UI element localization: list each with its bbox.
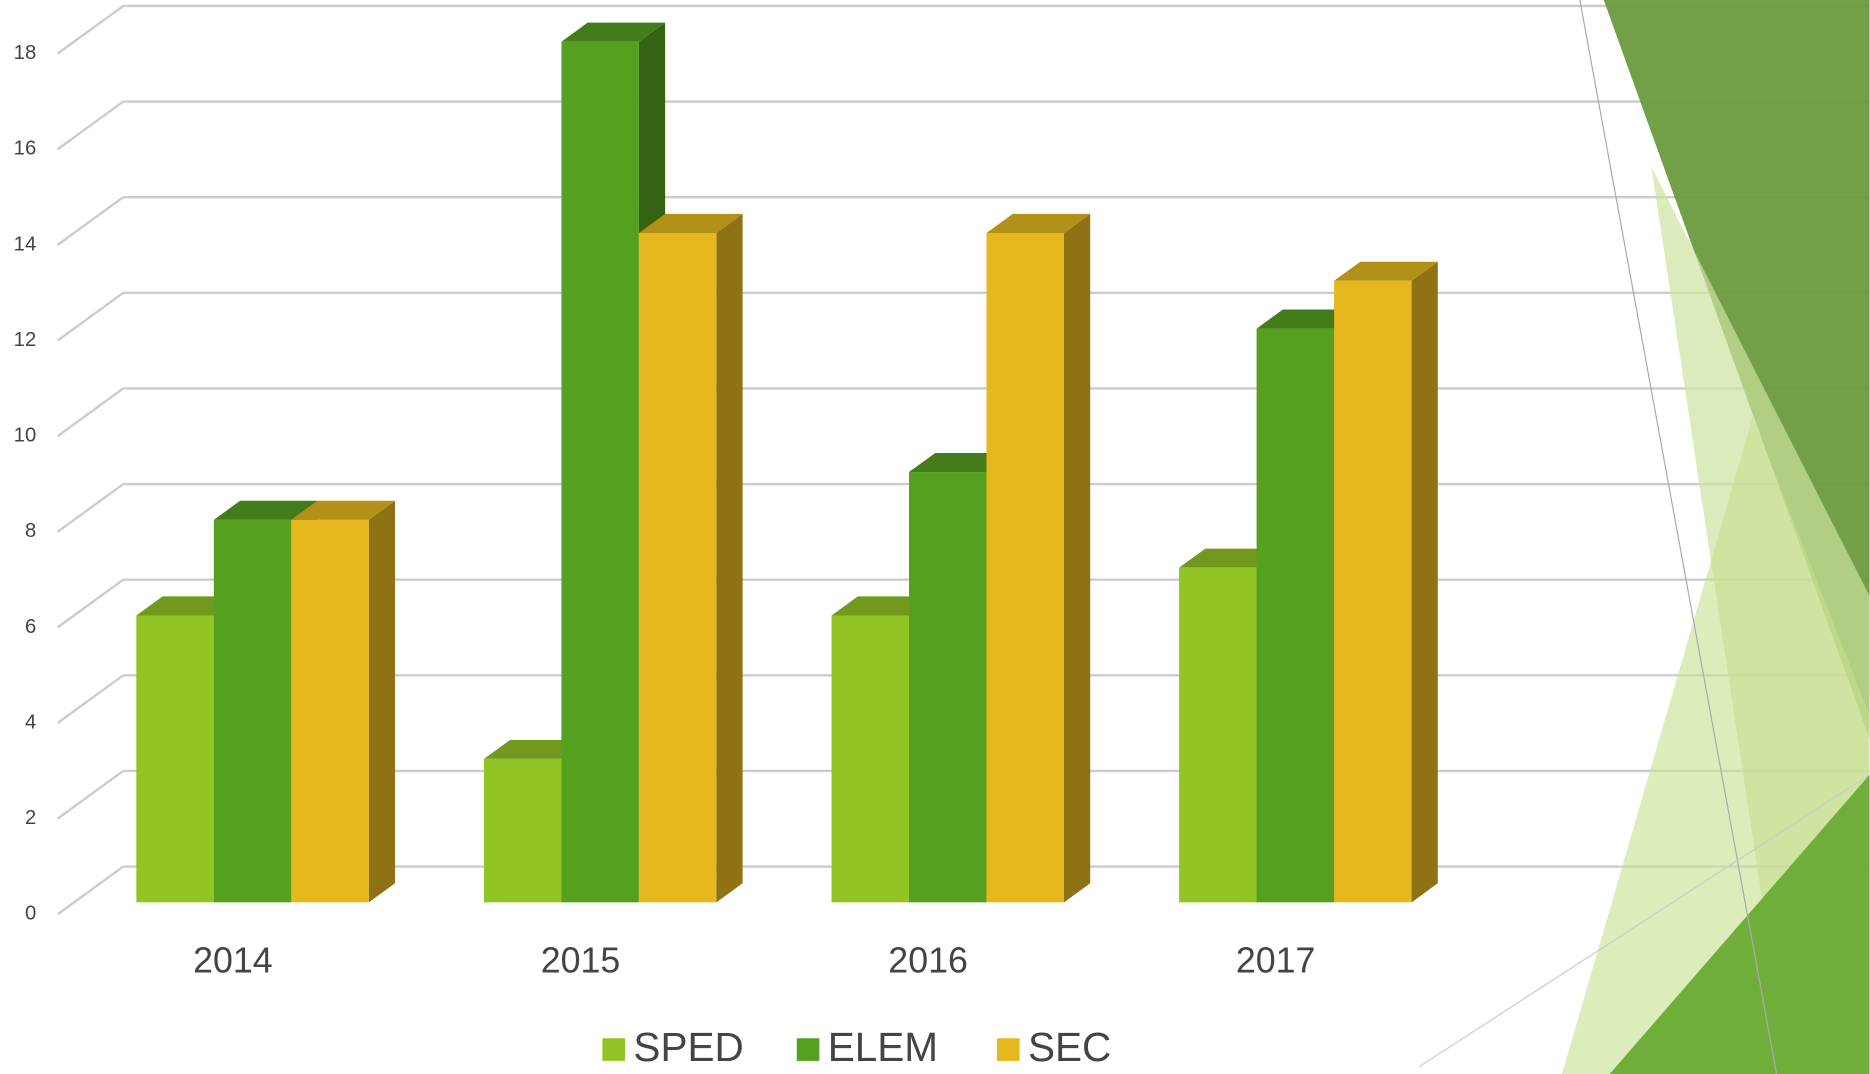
bar-front [136,615,214,903]
bar-top [213,500,318,520]
y-tick-label: 18 [14,42,37,64]
grid-diagonal [56,770,124,820]
legend-label: ELEM [828,1024,938,1070]
bar [986,213,1091,903]
deco-line [1418,774,1870,1068]
x-tick-label: 2014 [193,941,273,981]
grid-diagonal [56,100,124,151]
y-tick-label: 0 [25,903,36,925]
deco-triangle [1609,774,1870,1074]
legend-label: SEC [1028,1024,1111,1070]
grid-diagonal [56,674,124,724]
grid-diagonal [56,387,124,438]
grid-diagonal [56,196,124,246]
bar-front [213,519,292,903]
y-tick-label: 16 [14,138,37,160]
legend-swatch [996,1038,1020,1061]
bar-top [638,213,743,233]
bar [1334,261,1438,903]
bar-front [561,41,639,903]
legend-swatch [796,1038,820,1061]
y-tick-label: 2 [25,807,36,829]
bar-top [1334,261,1438,281]
deco-line [1579,0,1778,1074]
grid-diagonal [56,483,124,533]
bar-top [561,22,666,42]
decoration [1418,0,1870,1074]
bar-front [909,472,987,903]
y-tick-label: 4 [25,711,36,733]
grid-diagonal [56,4,124,55]
bar-top [291,500,396,520]
x-tick-label: 2017 [1236,941,1316,981]
y-tick-label: 14 [14,233,37,255]
bar [291,500,396,903]
bar-front [291,519,369,903]
x-tick-label: 2016 [888,941,968,981]
bar-side [368,500,396,903]
legend-swatch [602,1038,626,1061]
y-tick-label: 6 [25,616,36,638]
bar-side [1063,213,1091,903]
grid-diagonal [56,865,124,916]
y-tick-label: 10 [14,425,37,447]
bar-front [986,232,1064,903]
grid-diagonal [56,578,124,629]
bar-front [1256,328,1335,903]
bar-side [1411,261,1438,903]
bar-top [986,213,1091,233]
bar-front [831,615,910,903]
legend-label: SPED [633,1024,743,1070]
plot: 0 2 4 6 8 10 12 14 16 18 2014 2015 2016 2017 SPED ELEM S… [14,4,1870,1070]
grid-diagonal [56,291,124,342]
bar-front [638,232,717,903]
y-tick-label: 8 [25,520,36,542]
bar-side [716,213,743,903]
y-tick-label: 12 [14,329,37,351]
bar-front [1334,280,1412,903]
x-tick-label: 2015 [541,941,621,981]
bar-front [483,758,562,903]
bar [638,213,743,903]
bar-front [1179,567,1257,903]
